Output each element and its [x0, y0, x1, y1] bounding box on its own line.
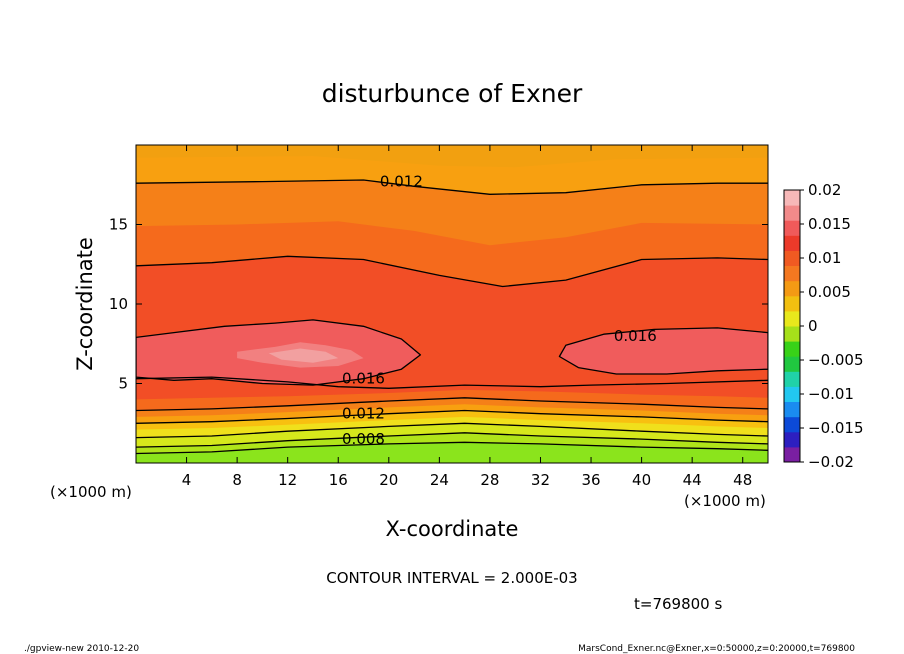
colorbar-segment-9 [784, 326, 800, 342]
colorbar-segment-7 [784, 356, 800, 372]
z-tick-label-15: 15 [109, 216, 128, 234]
contour-line-4 [136, 409, 768, 424]
colorbar-segment-8 [784, 341, 800, 357]
colorbar-segment-18 [784, 190, 800, 206]
x-tick-label-12: 12 [278, 471, 297, 489]
colorbar-segment-6 [784, 371, 800, 387]
z-tick-label-10: 10 [109, 295, 128, 313]
contour-label-5: 0.008 [342, 430, 385, 448]
x-unit-left: (×1000 m) [50, 483, 132, 501]
colorbar-segment-11 [784, 295, 800, 312]
colorbar-segment-3 [784, 416, 800, 433]
colorbar-segment-15 [784, 235, 800, 251]
footer-left: ./gpview-new 2010-12-20 [24, 644, 139, 654]
contour-label-1: 0.012 [380, 173, 423, 191]
colorbar-segment-2 [784, 431, 800, 448]
colorbar-tick-label-5: 0 [808, 317, 818, 335]
contour-line-9 [136, 319, 422, 386]
contour-label-3: 0.016 [342, 370, 385, 388]
contour-line-8 [136, 179, 768, 195]
contour-line-2 [136, 432, 768, 448]
colorbar-segment-13 [784, 265, 800, 282]
x-tick-label-32: 32 [531, 471, 550, 489]
x-tick-label-40: 40 [632, 471, 651, 489]
x-axis-label: X-coordinate [386, 517, 519, 541]
colorbar-segment-5 [784, 386, 800, 402]
x-tick-label-24: 24 [430, 471, 449, 489]
contour-label-2: 0.016 [614, 327, 657, 345]
colorbar: 0.02 0.015 0.01 0.005 0 −0.005 −0.01 −0.015 −0.0… [783, 181, 864, 471]
contour-line-10 [558, 327, 768, 375]
contour-line-5 [136, 397, 768, 412]
y-axis-label: Z-coordinate [73, 237, 97, 371]
x-tick-label-16: 16 [329, 471, 348, 489]
time-text: t=769800 s [634, 595, 722, 613]
x-tick-label-4: 4 [182, 471, 192, 489]
colorbar-segment-12 [784, 280, 800, 297]
colorbar-segment-14 [784, 250, 800, 266]
plot-area [136, 145, 768, 463]
colorbar-segment-17 [784, 205, 800, 221]
z-tick-label-5: 5 [118, 375, 128, 393]
chart-title: disturbunce of Exner [322, 79, 583, 108]
colorbar-tick-label-7: −0.01 [808, 385, 854, 403]
contour-label-4: 0.012 [342, 405, 385, 423]
colorbar-segment-16 [784, 220, 800, 236]
contour-interval-text: CONTOUR INTERVAL = 2.000E-03 [326, 569, 577, 587]
colorbar-segment-1 [784, 446, 800, 463]
x-tick-label-44: 44 [683, 471, 702, 489]
x-tick-label-36: 36 [581, 471, 600, 489]
colorbar-tick-label-3: 0.01 [808, 249, 841, 267]
colorbar-segment-4 [784, 401, 800, 418]
contour-line-1 [136, 441, 768, 455]
colorbar-tick-label-1: 0.02 [808, 181, 841, 199]
contour-line-7 [136, 255, 768, 288]
colorbar-tick-label-6: −0.005 [808, 351, 864, 369]
footer-right: MarsCond_Exner.nc@Exner,x=0:50000,z=0:20… [578, 644, 855, 654]
x-unit-right: (×1000 m) [684, 492, 766, 510]
contour-line-6 [136, 376, 768, 389]
colorbar-tick-label-4: 0.005 [808, 283, 851, 301]
x-tick-label-48: 48 [733, 471, 752, 489]
x-tick-label-8: 8 [232, 471, 242, 489]
x-tick-label-28: 28 [480, 471, 499, 489]
x-tick-label-20: 20 [379, 471, 398, 489]
fill-peak-2 [268, 348, 339, 363]
colorbar-tick-label-8: −0.015 [808, 419, 864, 437]
colorbar-segment-10 [784, 310, 800, 327]
colorbar-tick-label-9: −0.02 [808, 453, 854, 471]
fill-max-right [559, 327, 768, 374]
colorbar-tick-label-2: 0.015 [808, 215, 851, 233]
contour-line-3 [136, 422, 768, 439]
fill-upper-4 [136, 145, 768, 168]
